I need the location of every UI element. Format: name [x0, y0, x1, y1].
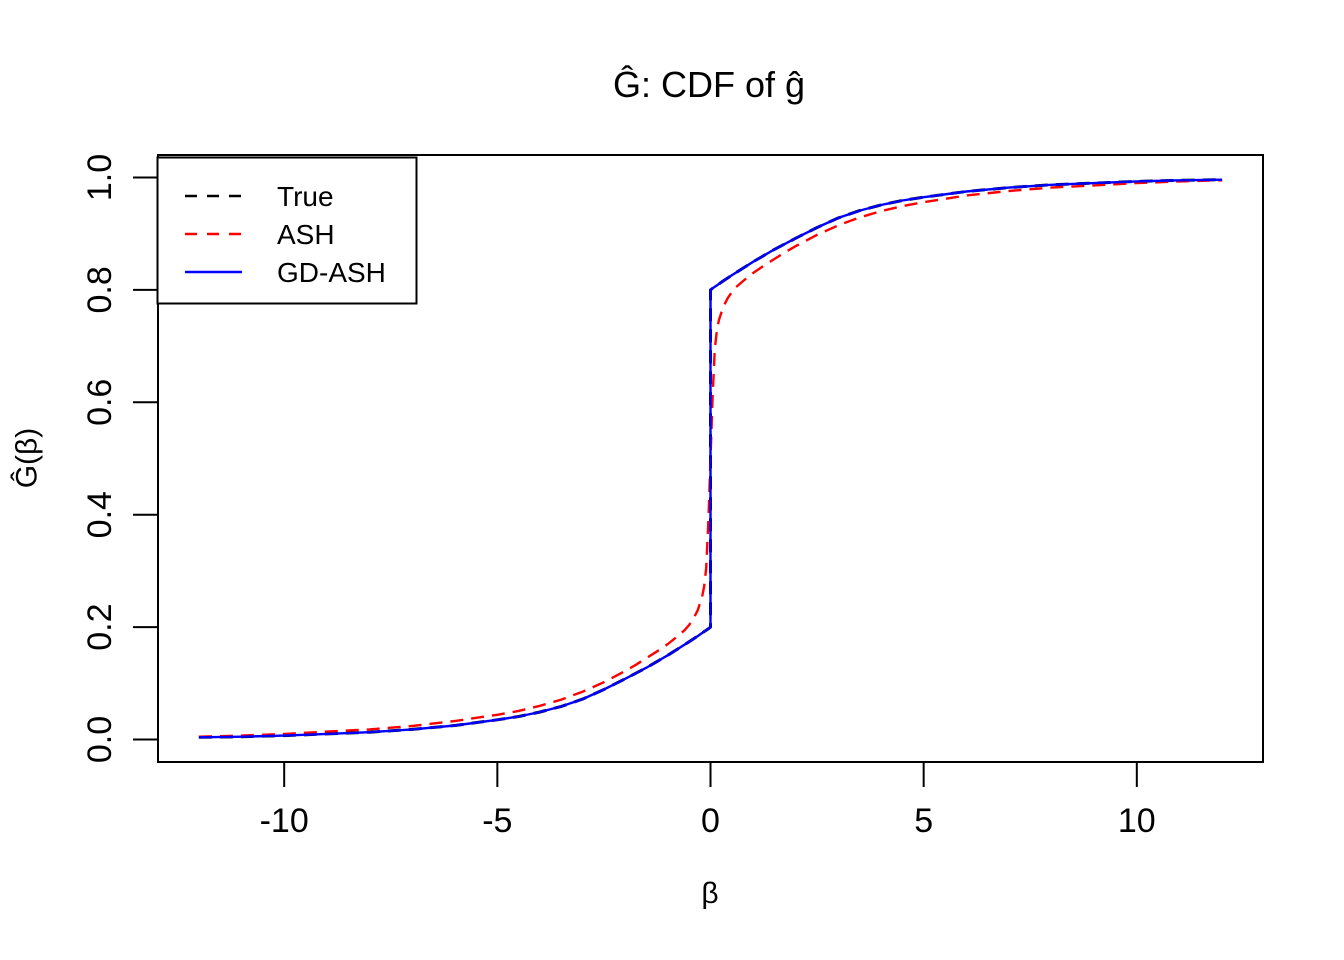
legend-label-gd-ash: GD-ASH: [277, 257, 386, 288]
legend-box: [156, 156, 418, 305]
cdf-curves: [198, 178, 1223, 739]
axis-tick-labels: -10 -5 0 5 10 0.0 0.2 0.4 0.6 0.8 1.0: [81, 154, 1156, 840]
x-axis-label: β: [701, 877, 718, 910]
y-tick-label: 0.4: [81, 491, 119, 538]
x-tick-label: 0: [701, 802, 720, 840]
x-tick-label: 5: [914, 802, 933, 840]
y-tick-label: 1.0: [81, 154, 119, 201]
x-tick-label: 10: [1118, 802, 1156, 840]
axis-ticks: [133, 176, 1138, 787]
x-tick-label: -5: [482, 802, 512, 840]
y-axis-label: Ĝ(β): [10, 428, 44, 489]
legend-rows: True ASH GD-ASH: [185, 181, 386, 288]
y-tick-label: 0.8: [81, 266, 119, 313]
legend-label-ash: ASH: [277, 219, 335, 250]
curve-gd-ash: [198, 178, 1223, 739]
legend-label-true: True: [277, 181, 334, 212]
y-tick-label: 0.0: [81, 716, 119, 763]
y-tick-label: 0.6: [81, 379, 119, 426]
plot-title: Ĝ: CDF of ĝ: [613, 64, 805, 105]
plot-legend: True ASH GD-ASH: [156, 156, 418, 305]
x-tick-label: -10: [260, 802, 309, 840]
y-tick-label: 0.2: [81, 603, 119, 650]
